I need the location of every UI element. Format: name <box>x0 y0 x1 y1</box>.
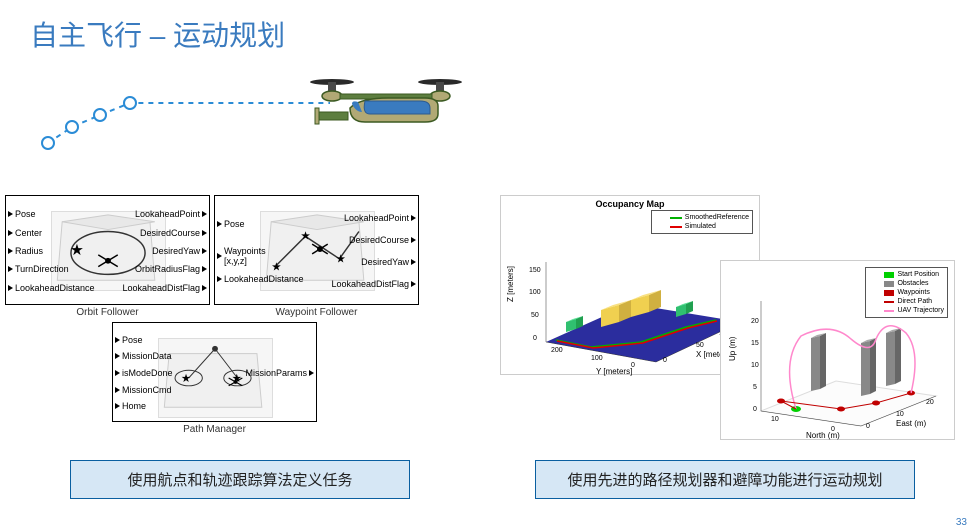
svg-text:★: ★ <box>271 261 281 274</box>
svg-text:100: 100 <box>591 355 603 362</box>
svg-text:★: ★ <box>300 229 310 242</box>
svg-text:★: ★ <box>181 372 191 385</box>
output-port: DesiredCourse <box>349 235 416 245</box>
input-port: LookaheadDistance <box>8 283 95 293</box>
output-port: LookaheadDistFlag <box>122 283 207 293</box>
legend-item: Start Position <box>869 270 944 279</box>
svg-text:20: 20 <box>751 318 759 325</box>
svg-text:10: 10 <box>896 411 904 418</box>
output-port: MissionParams <box>245 368 314 378</box>
svg-text:50: 50 <box>696 342 704 349</box>
trajectory-legend: Start Position Obstacles Waypoints Direc… <box>865 267 948 318</box>
orbit-follower-block: ★ Pose Center Radius TurnDirection Lookahead… <box>5 195 210 318</box>
svg-text:200: 200 <box>551 347 563 354</box>
svg-text:0: 0 <box>533 335 537 342</box>
input-port: TurnDirection <box>8 264 69 274</box>
block-title: Orbit Follower <box>5 307 210 318</box>
path-manager-block: ★★ Pose MissionData isModeDone MissionCmd Ho… <box>112 322 317 422</box>
input-port: MissionData <box>115 351 172 361</box>
slide-title: 自主飞行 – 运动规划 <box>30 14 285 54</box>
trajectory-plot: North (m) East (m) Up (m) 0 5 10 15 20 10 0 0… <box>720 260 955 440</box>
svg-text:Y [meters]: Y [meters] <box>596 367 632 376</box>
output-port: LookaheadDistFlag <box>331 279 416 289</box>
legend-item: Waypoints <box>869 288 944 297</box>
caption-left: 使用航点和轨迹跟踪算法定义任务 <box>70 460 410 499</box>
svg-text:Z [meters]: Z [meters] <box>506 266 515 302</box>
input-port: MissionCmd <box>115 385 172 395</box>
output-port: DesiredYaw <box>152 246 207 256</box>
legend-item: SmoothedReference <box>655 213 749 222</box>
pathmgr-viz: ★★ <box>158 338 273 418</box>
svg-text:East (m): East (m) <box>896 419 927 428</box>
svg-text:Up (m): Up (m) <box>728 336 737 361</box>
input-port: Home <box>115 401 146 411</box>
input-port: Pose <box>8 209 36 219</box>
svg-text:15: 15 <box>751 340 759 347</box>
legend-item: Direct Path <box>869 297 944 306</box>
input-port: isModeDone <box>115 368 173 378</box>
svg-text:10: 10 <box>751 362 759 369</box>
svg-text:0: 0 <box>663 357 667 364</box>
legend-item: UAV Trajectory <box>869 306 944 315</box>
block-title: Path Manager <box>112 424 317 435</box>
input-port: Waypoints[x,y,z] <box>217 246 266 266</box>
svg-text:North (m): North (m) <box>806 431 840 440</box>
output-port: LookaheadPoint <box>344 213 416 223</box>
legend-item: Obstacles <box>869 279 944 288</box>
output-port: LookaheadPoint <box>135 209 207 219</box>
input-port: Center <box>8 228 42 238</box>
orbit-viz: ★ <box>51 211 166 291</box>
svg-text:0: 0 <box>631 362 635 369</box>
output-port: DesiredCourse <box>140 228 207 238</box>
input-port: LookaheadDistance <box>217 274 304 284</box>
occupancy-legend: SmoothedReference Simulated <box>651 210 753 234</box>
caption-right: 使用先进的路径规划器和避障功能进行运动规划 <box>535 460 915 499</box>
vtol-drone-icon <box>310 70 470 140</box>
svg-text:★: ★ <box>336 253 346 266</box>
svg-text:150: 150 <box>529 267 541 274</box>
svg-text:0: 0 <box>753 406 757 413</box>
input-port: Radius <box>8 246 43 256</box>
svg-text:5: 5 <box>753 384 757 391</box>
svg-text:0: 0 <box>866 423 870 430</box>
svg-text:0: 0 <box>831 426 835 433</box>
svg-text:100: 100 <box>529 289 541 296</box>
plots-group: Occupancy Map Y [meters] X [meters] Z [m… <box>500 195 960 445</box>
input-port: Pose <box>217 219 245 229</box>
svg-text:50: 50 <box>531 312 539 319</box>
waypoint-follower-block: ★ ★ ★ Pose Waypoints[x,y,z] LookaheadDistanc… <box>214 195 419 318</box>
page-number: 33 <box>956 517 967 528</box>
output-port: DesiredYaw <box>361 257 416 267</box>
simulink-blocks-group: ★ Pose Center Radius TurnDirection Lookahead… <box>5 195 425 422</box>
legend-item: Simulated <box>655 222 749 231</box>
output-port: OrbitRadiusFlag <box>135 264 207 274</box>
svg-text:10: 10 <box>771 416 779 423</box>
svg-text:20: 20 <box>926 399 934 406</box>
input-port: Pose <box>115 335 143 345</box>
svg-text:★: ★ <box>70 242 84 259</box>
block-title: Waypoint Follower <box>214 307 419 318</box>
